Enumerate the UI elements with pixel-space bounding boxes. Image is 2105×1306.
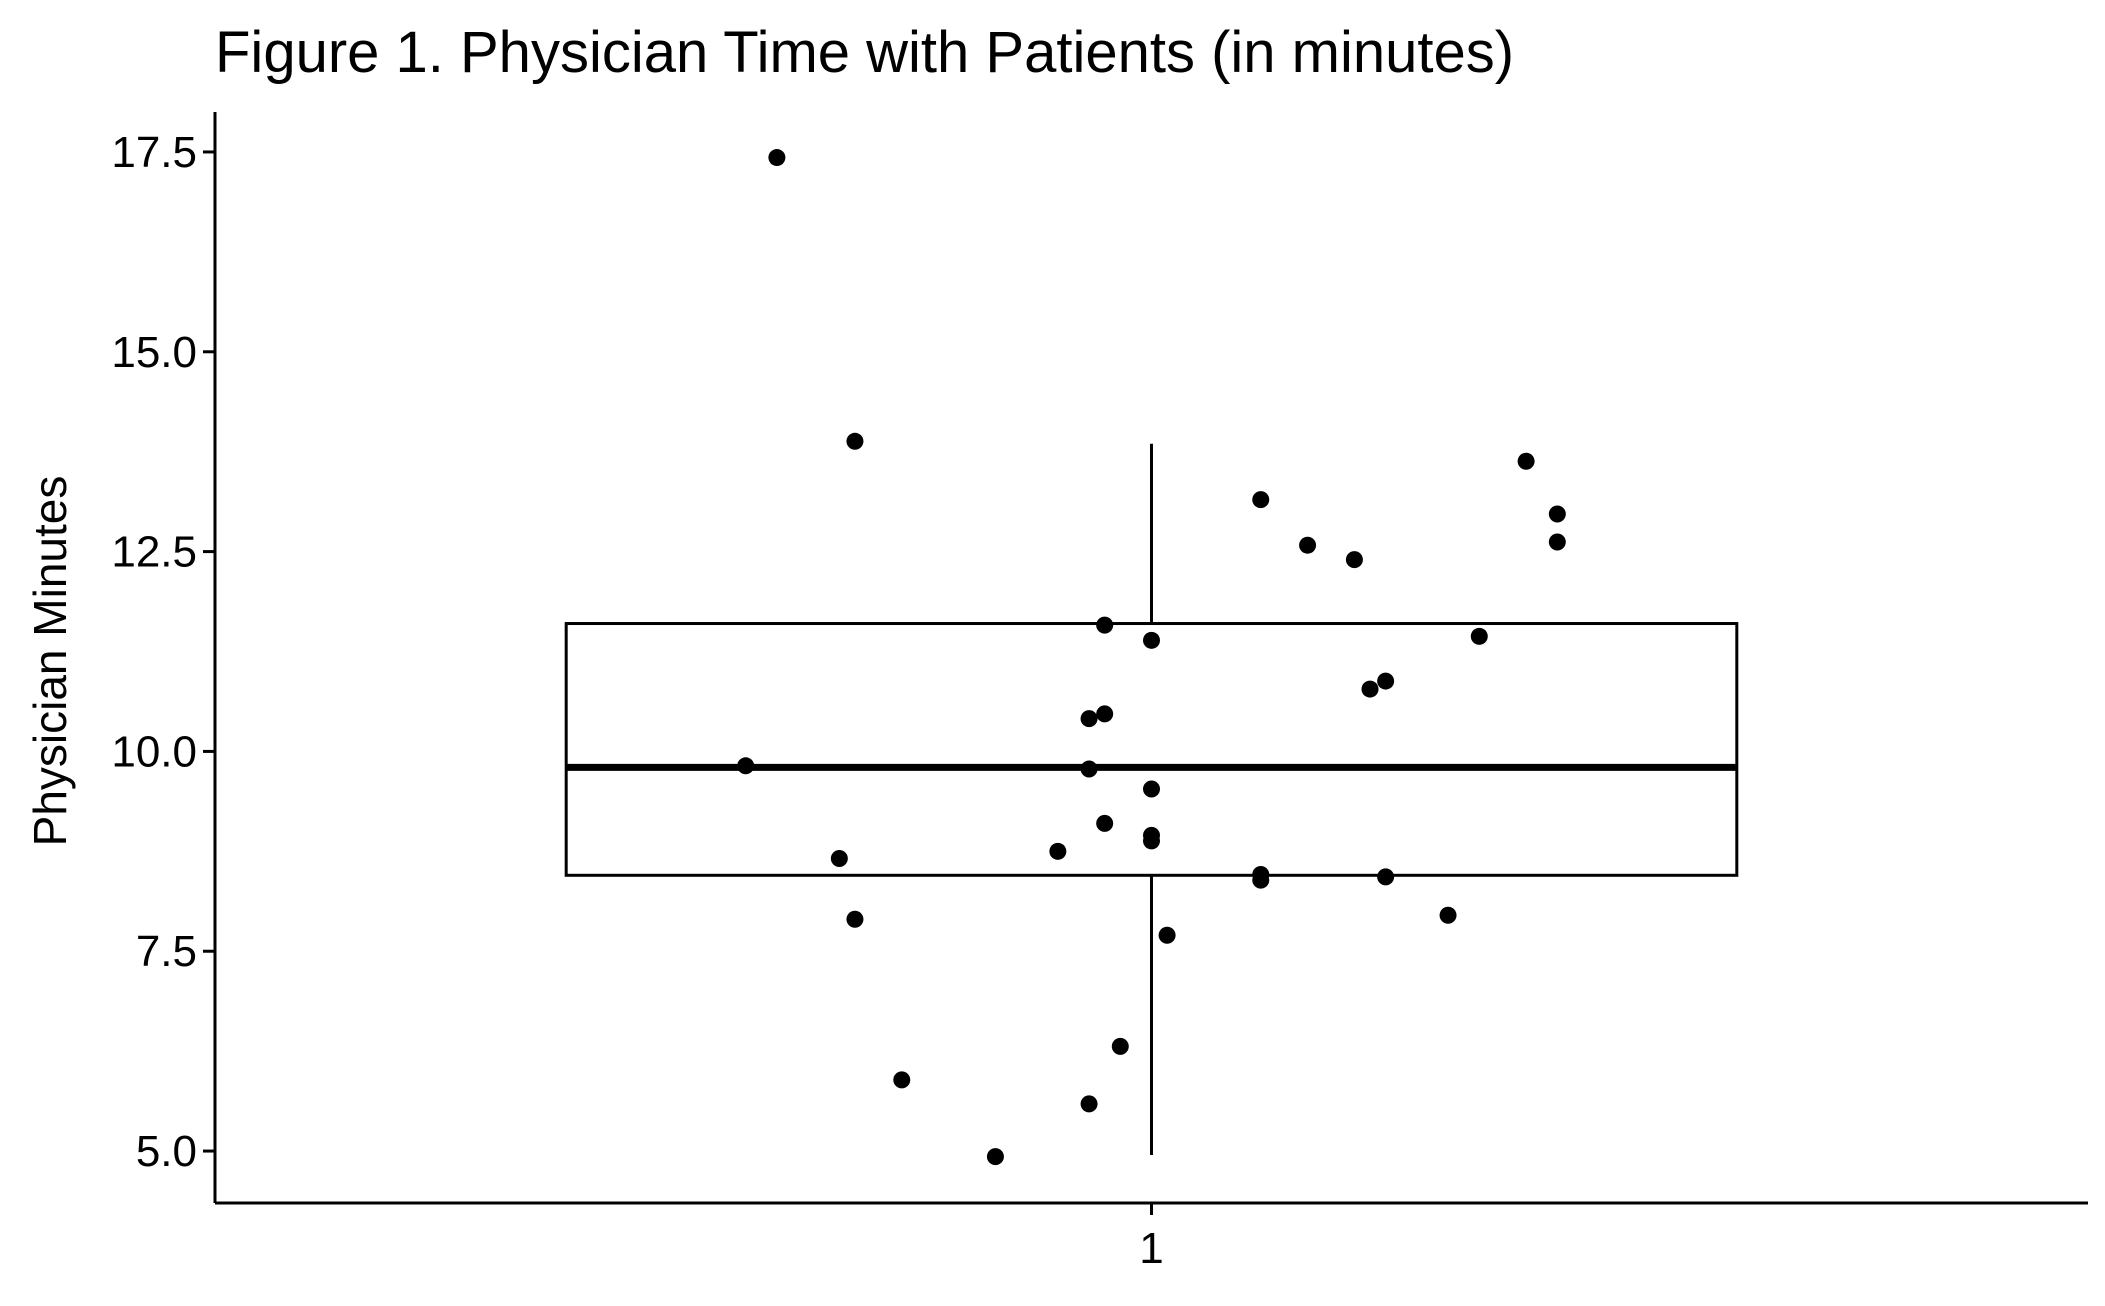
data-point [1377,672,1395,690]
y-tick-label: 15.0 [111,328,197,377]
data-point [1548,505,1566,523]
data-point [1080,710,1098,728]
data-point [1096,814,1114,832]
data-point [1049,842,1067,860]
data-point [1080,760,1098,778]
plot-area: 5.0 7.5 10.0 12.5 15.0 17.5 1 [111,112,2088,1273]
data-point [1080,1095,1098,1113]
data-point [1345,551,1363,569]
y-tick-label: 10.0 [111,727,197,776]
x-tick-label: 1 [1139,1224,1163,1273]
data-point [1143,832,1160,850]
data-point [1439,906,1457,924]
data-point [1548,533,1566,551]
data-point [846,432,864,450]
y-tick-label: 5.0 [136,1127,197,1176]
data-point [737,757,755,775]
data-point [1096,705,1114,723]
data-point [1377,868,1395,886]
data-point [768,149,786,167]
data-point [1143,631,1160,649]
data-point [830,850,848,868]
data-point [1252,491,1270,509]
data-point [846,910,864,928]
data-point [1517,452,1535,470]
data-point [986,1148,1004,1166]
y-tick-label: 12.5 [111,528,197,577]
data-point [1470,627,1488,645]
data-point [1096,616,1114,634]
data-point [1361,680,1379,698]
data-point [1143,780,1160,798]
data-point [893,1071,911,1089]
y-tick-label: 17.5 [111,128,197,177]
y-axis-label: Physician Minutes [24,476,76,847]
y-tick-label: 7.5 [136,927,197,976]
data-point [1111,1037,1129,1055]
data-point [1299,536,1317,554]
data-point [1252,871,1270,889]
chart-title: Figure 1. Physician Time with Patients (… [215,20,1514,85]
data-point [1158,926,1176,944]
